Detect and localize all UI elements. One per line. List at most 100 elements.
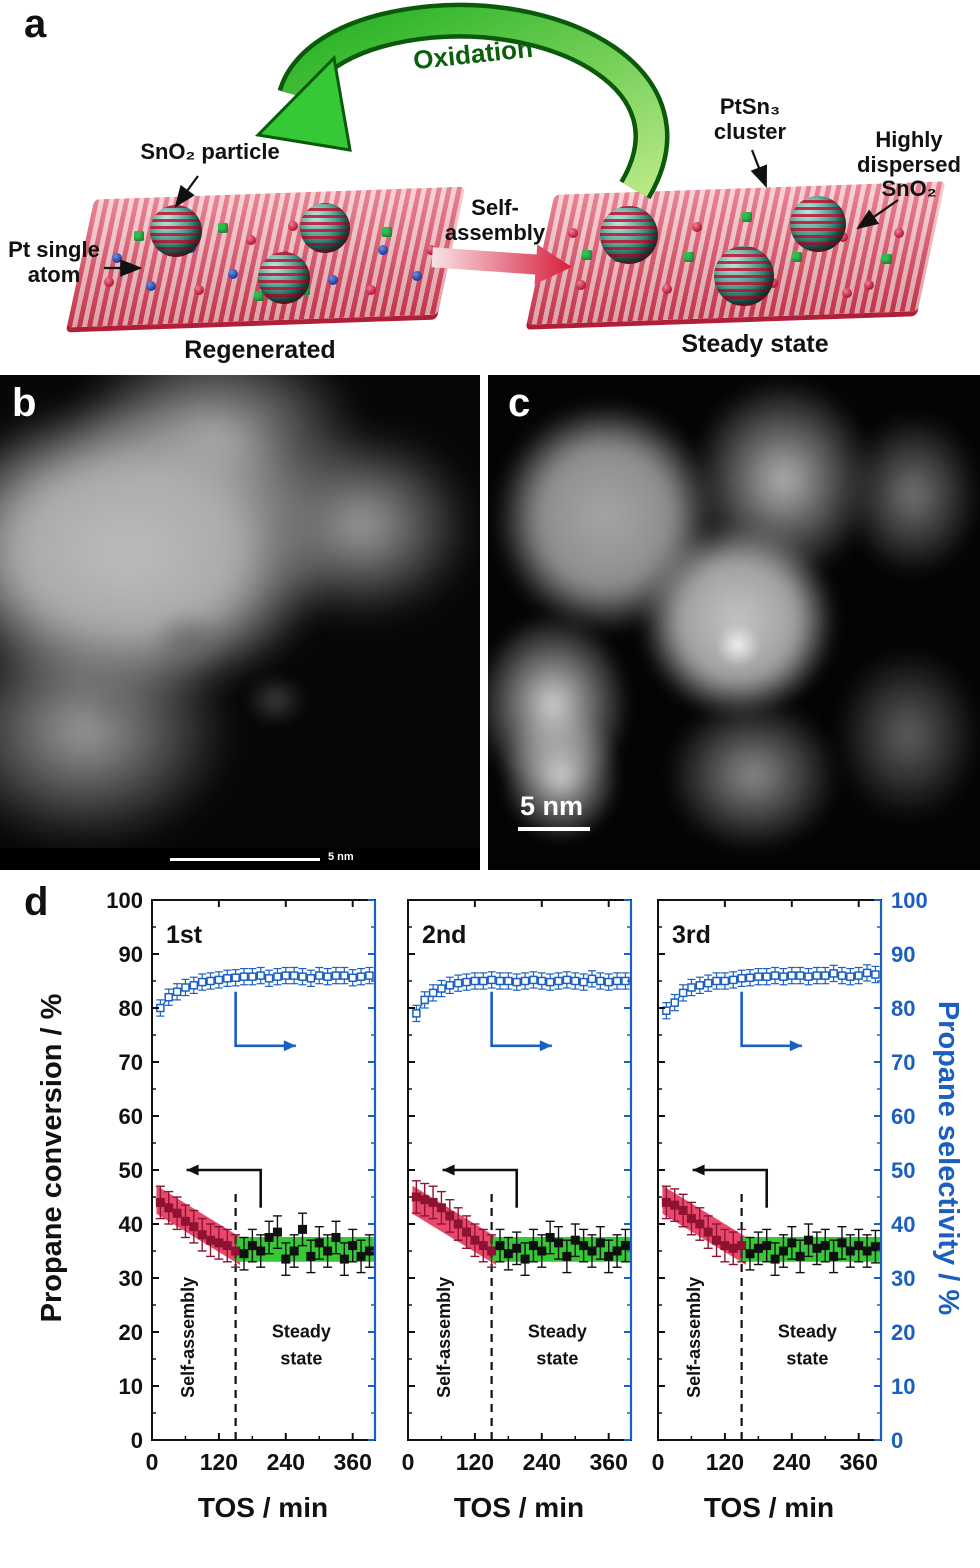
sno2-particle-sphere <box>300 203 350 253</box>
steady-state-label: Steady state <box>681 330 829 358</box>
oxidation-arrowhead <box>254 54 352 152</box>
promoter-site-dot <box>792 252 802 262</box>
scale-bar-line <box>518 827 590 831</box>
sno2-dot <box>104 277 114 287</box>
support-surface <box>66 186 466 328</box>
dispersed-sno2-dot <box>838 232 848 242</box>
svg-text:80: 80 <box>891 996 915 1021</box>
svg-text:state: state <box>786 1348 828 1368</box>
svg-text:state: state <box>536 1348 578 1368</box>
svg-text:Self-assembly: Self-assembly <box>178 1277 198 1398</box>
promoter-site-dot <box>382 227 392 237</box>
pt-single-atom-label-line1: Pt single <box>8 237 100 262</box>
promoter-site-dot <box>882 254 892 264</box>
scale-bar-label: 5 nm <box>520 791 584 821</box>
svg-text:Steady: Steady <box>778 1321 837 1341</box>
pt-single-atom-dot <box>228 269 238 279</box>
pt-single-atom-dot <box>112 253 122 263</box>
regenerated-surface-illustration <box>66 186 466 328</box>
dispersed-sno2-dot <box>568 228 578 238</box>
tem-particle-blob <box>240 425 480 625</box>
tem-dark-spot <box>90 680 145 728</box>
svg-text:90: 90 <box>891 942 915 967</box>
dispersed-sno2-label-line3: SnO₂ <box>881 176 937 202</box>
svg-text:240: 240 <box>773 1449 811 1475</box>
y-axis-label-conversion: Propane conversion / % <box>36 993 68 1323</box>
sno2-dot <box>246 235 256 245</box>
promoter-site-dot <box>582 250 592 260</box>
svg-text:1st: 1st <box>166 921 203 949</box>
svg-text:state: state <box>280 1348 322 1368</box>
svg-text:Steady: Steady <box>272 1321 331 1341</box>
svg-text:60: 60 <box>891 1104 915 1129</box>
steady-state-surface-illustration <box>526 181 946 325</box>
panel-c-tem-image: c 5 nm <box>488 375 980 870</box>
x-axis-label-1: TOS / min <box>197 1492 329 1523</box>
ptsn3-cluster-label-line2: cluster <box>713 118 787 144</box>
sno2-particle-sphere <box>150 205 202 257</box>
panel-label-d: d <box>24 880 49 924</box>
pt-single-atom-dot <box>412 271 422 281</box>
tem-particle-blob <box>663 695 843 855</box>
svg-text:10: 10 <box>891 1374 915 1399</box>
svg-text:100: 100 <box>891 892 928 913</box>
svg-text:120: 120 <box>706 1449 744 1475</box>
chart-cycle-1: 0 120 240 360 0 10 20 30 40 50 60 70 80 90 100 1st Self-… <box>100 888 430 1497</box>
promoter-site-dot <box>254 291 264 301</box>
svg-text:30: 30 <box>891 1266 915 1291</box>
svg-text:2nd: 2nd <box>422 921 466 949</box>
dispersed-sno2-dot <box>894 228 904 238</box>
panel-b-tem-image: b 5 nm <box>0 375 480 870</box>
ptsn3-cluster-label: PtSn₃ cluster <box>690 94 810 144</box>
ptsn3-cluster-pointer <box>750 149 768 189</box>
svg-text:40: 40 <box>119 1212 143 1237</box>
self-assembly-label-line1: Self- <box>471 195 519 220</box>
svg-text:20: 20 <box>891 1320 915 1345</box>
svg-text:240: 240 <box>523 1449 561 1475</box>
svg-text:Self-assembly: Self-assembly <box>434 1277 454 1398</box>
tem-particle-blob <box>498 705 623 845</box>
svg-text:100: 100 <box>106 892 143 913</box>
promoter-site-dot <box>218 223 228 233</box>
sno2-dot <box>194 285 204 295</box>
self-assembly-label-line2: assembly <box>444 219 546 245</box>
panel-label-b: b <box>12 381 37 425</box>
sno2-particle-label: SnO₂ particle <box>140 139 280 164</box>
pt-single-atom-dot <box>146 281 156 291</box>
svg-text:0: 0 <box>131 1428 143 1453</box>
tem-particle-blob <box>638 520 838 720</box>
sno2-dot <box>426 245 436 255</box>
dispersed-sno2-dot <box>662 284 672 294</box>
svg-text:240: 240 <box>267 1449 305 1475</box>
svg-text:360: 360 <box>590 1449 628 1475</box>
svg-text:360: 360 <box>334 1449 372 1475</box>
svg-text:70: 70 <box>119 1050 143 1075</box>
sno2-particle-sphere <box>258 252 310 304</box>
svg-text:10: 10 <box>119 1374 143 1399</box>
svg-text:50: 50 <box>119 1158 143 1183</box>
svg-text:120: 120 <box>456 1449 494 1475</box>
svg-text:70: 70 <box>891 1050 915 1075</box>
sno2-dot <box>366 285 376 295</box>
regenerated-label: Regenerated <box>184 336 336 364</box>
promoter-site-dot <box>134 231 144 241</box>
dispersed-sno2-label: Highly dispersed SnO₂ <box>845 127 973 202</box>
svg-text:20: 20 <box>119 1320 143 1345</box>
pt-single-atom-dot <box>378 245 388 255</box>
pt-single-atom-label: Pt single atom <box>4 237 104 287</box>
tem-dark-spot <box>150 610 225 672</box>
x-axis-label-3: TOS / min <box>703 1492 835 1523</box>
svg-text:60: 60 <box>119 1104 143 1129</box>
svg-text:3rd: 3rd <box>672 921 711 949</box>
y-axis-label-selectivity: Propane selectivity / % <box>932 1000 964 1316</box>
pt-single-atom-label-line2: atom <box>27 261 81 287</box>
panel-d-charts: d Propane conversion / % Propane selecti… <box>0 880 980 1568</box>
self-assembly-label: Self- assembly <box>440 195 550 245</box>
dispersed-sno2-dot <box>864 280 874 290</box>
ptsn3-cluster-sphere <box>714 246 774 306</box>
sno2-dot <box>288 221 298 231</box>
tem-particle-blob <box>843 410 980 580</box>
chart-cycle-2: 0 120 240 360 2nd Self-assembly Steady state <box>356 892 686 1497</box>
dispersed-sno2-label-line2: dispersed <box>857 151 961 177</box>
